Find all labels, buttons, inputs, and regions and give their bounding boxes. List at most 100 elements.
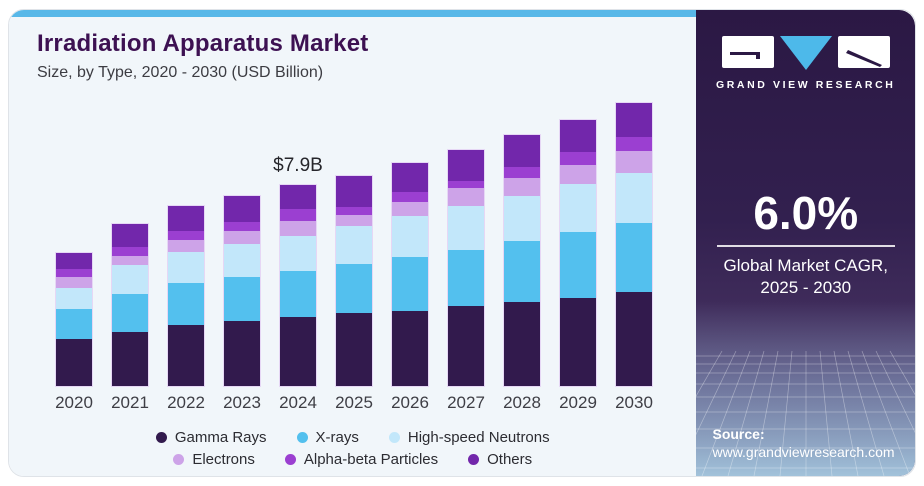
legend-dot-others <box>468 454 480 465</box>
segment-others-2030 <box>616 103 652 138</box>
segment-gamma-rays-2028 <box>504 302 540 386</box>
bar-2023: 2023 <box>223 196 261 412</box>
source-block: Source: www.grandviewresearch.com <box>712 426 894 460</box>
segment-gamma-rays-2022 <box>168 325 204 386</box>
segment-high-speed-neutrons-2026 <box>392 216 428 258</box>
chart-panel: Irradiation Apparatus Market Size, by Ty… <box>9 10 697 476</box>
legend-item-gamma-rays: Gamma Rays <box>155 429 267 446</box>
segment-electrons-2022 <box>168 240 204 253</box>
segment-alpha-beta-particles-2024 <box>280 209 316 222</box>
segment-gamma-rays-2025 <box>336 313 372 386</box>
x-tick-2020: 2020 <box>55 393 93 412</box>
segment-electrons-2024 <box>280 221 316 237</box>
legend-item-alpha-beta-particles: Alpha-beta Particles <box>284 451 438 468</box>
bar-2029: 2029 <box>559 120 597 412</box>
segment-alpha-beta-particles-2029 <box>560 152 596 166</box>
cagr-value: 6.0% <box>753 187 859 239</box>
source-label: Source: <box>712 426 765 442</box>
bar-2024: 2024 $7.9B <box>273 155 323 412</box>
segment-high-speed-neutrons-2022 <box>168 252 204 284</box>
x-tick-2029: 2029 <box>559 393 597 412</box>
segment-others-2027 <box>448 149 484 181</box>
legend-item-high-speed-neutrons: High-speed Neutrons <box>388 429 550 446</box>
gvr-logo-icon <box>721 36 890 70</box>
segment-high-speed-neutrons-2024 <box>280 236 316 272</box>
legend-item-others: Others <box>468 451 532 468</box>
segment-x-rays-2023 <box>224 277 260 321</box>
segment-alpha-beta-particles-2022 <box>168 231 204 241</box>
segment-gamma-rays-2026 <box>392 311 428 386</box>
segment-electrons-2028 <box>504 178 540 197</box>
segment-high-speed-neutrons-2023 <box>224 244 260 278</box>
chart-header: Irradiation Apparatus Market Size, by Ty… <box>37 30 368 82</box>
legend-label-electrons: Electrons <box>192 451 255 468</box>
bar-2028: 2028 <box>503 135 541 412</box>
segment-electrons-2021 <box>112 255 148 266</box>
legend-dot-x-rays <box>296 432 308 443</box>
cagr-block: 6.0% Global Market CAGR, 2025 - 2030 <box>696 190 915 299</box>
segment-alpha-beta-particles-2025 <box>336 206 372 216</box>
infographic-card: Irradiation Apparatus Market Size, by Ty… <box>8 9 916 477</box>
segment-high-speed-neutrons-2020 <box>56 287 92 309</box>
segment-high-speed-neutrons-2021 <box>112 265 148 295</box>
segment-high-speed-neutrons-2027 <box>448 206 484 251</box>
segment-x-rays-2022 <box>168 283 204 325</box>
source-url: www.grandviewresearch.com <box>712 444 895 460</box>
legend-dot-electrons <box>173 454 185 465</box>
bar-chart: 2020 2021 2022 2023 2024 $7.9B 2025 2026 2027 202… <box>55 86 653 412</box>
legend-label-gamma-rays: Gamma Rays <box>174 429 267 446</box>
x-tick-2021: 2021 <box>111 393 149 412</box>
legend-row-2: Electrons Alpha-beta Particles Others <box>9 451 696 468</box>
bar-2025: 2025 <box>335 175 373 412</box>
legend-label-others: Others <box>487 451 533 468</box>
segment-high-speed-neutrons-2025 <box>336 226 372 265</box>
segment-x-rays-2027 <box>448 250 484 307</box>
segment-alpha-beta-particles-2020 <box>56 269 92 278</box>
chart-legend: Gamma Rays X-rays High-speed Neutrons Elect… <box>9 429 696 468</box>
x-tick-2026: 2026 <box>391 393 429 412</box>
segment-others-2028 <box>504 135 540 168</box>
segment-alpha-beta-particles-2026 <box>392 191 428 203</box>
segment-x-rays-2028 <box>504 241 540 303</box>
segment-others-2029 <box>560 120 596 153</box>
bar-2027: 2027 <box>447 149 485 412</box>
legend-label-high-speed-neutrons: High-speed Neutrons <box>407 429 550 446</box>
segment-high-speed-neutrons-2028 <box>504 196 540 242</box>
segment-gamma-rays-2030 <box>616 292 652 386</box>
chart-subtitle: Size, by Type, 2020 - 2030 (USD Billion) <box>37 64 324 81</box>
accent-strip <box>9 10 697 17</box>
legend-label-x-rays: X-rays <box>315 429 359 446</box>
legend-dot-alpha-beta-particles <box>284 454 296 465</box>
segment-electrons-2029 <box>560 165 596 185</box>
cagr-label-line2: 2025 - 2030 <box>760 278 852 298</box>
segment-gamma-rays-2023 <box>224 321 260 386</box>
legend-dot-gamma-rays <box>155 432 167 443</box>
segment-electrons-2030 <box>616 151 652 173</box>
segment-alpha-beta-particles-2027 <box>448 180 484 189</box>
segment-gamma-rays-2029 <box>560 298 596 386</box>
bar-2030: 2030 <box>615 103 653 412</box>
x-tick-2027: 2027 <box>447 393 485 412</box>
x-tick-2024: 2024 <box>279 393 317 412</box>
mesh-grid-decoration <box>696 301 915 476</box>
segment-others-2020 <box>56 253 92 270</box>
segment-x-rays-2030 <box>616 222 652 293</box>
bar-annotation: $7.9B <box>273 155 323 177</box>
cagr-label-line1: Global Market CAGR, <box>723 256 888 275</box>
segment-alpha-beta-particles-2023 <box>224 222 260 232</box>
legend-row-1: Gamma Rays X-rays High-speed Neutrons <box>9 429 696 446</box>
legend-item-electrons: Electrons <box>173 451 255 468</box>
x-tick-2025: 2025 <box>335 393 373 412</box>
bar-2026: 2026 <box>391 162 429 412</box>
x-tick-2028: 2028 <box>503 393 541 412</box>
segment-others-2022 <box>168 206 204 232</box>
bar-2021: 2021 <box>111 223 149 412</box>
brand-panel: GRAND VIEW RESEARCH 6.0% Global Market C… <box>696 10 915 476</box>
legend-dot-high-speed-neutrons <box>388 432 400 443</box>
segment-others-2021 <box>112 223 148 247</box>
segment-others-2024 <box>280 185 316 210</box>
x-tick-2023: 2023 <box>223 393 261 412</box>
segment-others-2023 <box>224 196 260 223</box>
gvr-logo: GRAND VIEW RESEARCH <box>696 34 915 91</box>
segment-x-rays-2025 <box>336 264 372 314</box>
